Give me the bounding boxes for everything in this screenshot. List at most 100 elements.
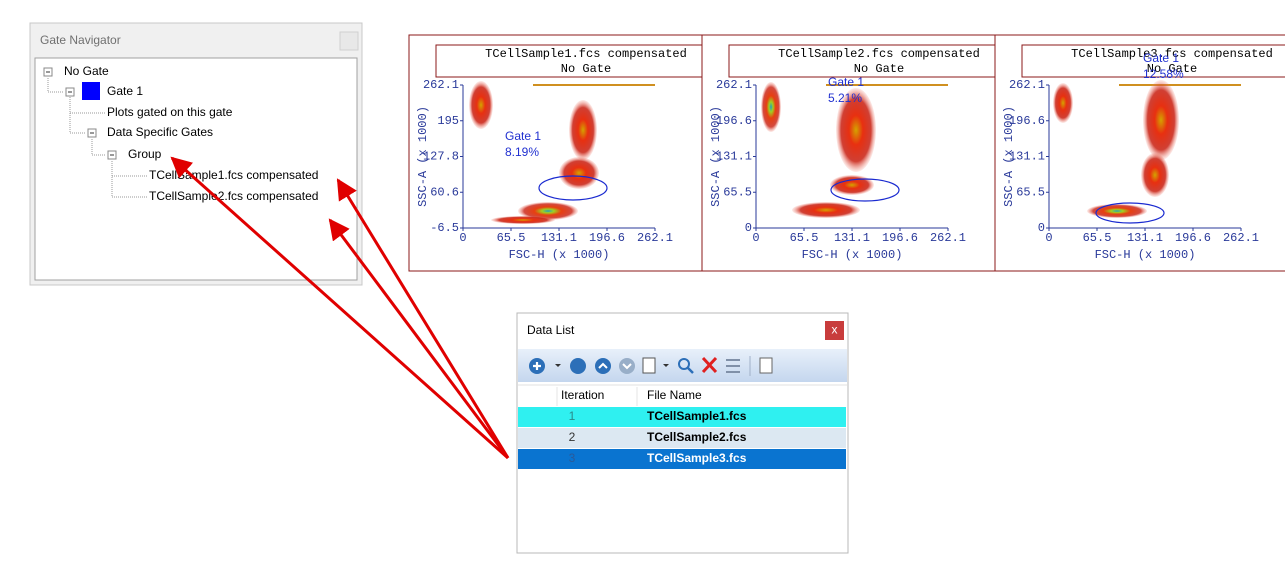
y-axis-label: SSC-A (x 1000) <box>1002 106 1016 207</box>
plot-title: TCellSample3.fcs compensated <box>1071 47 1273 61</box>
row[interactable] <box>518 449 846 469</box>
arrow <box>336 178 510 459</box>
x-tick-label: 131.1 <box>1127 231 1163 245</box>
density <box>491 216 555 224</box>
file-name: TCellSample1.fcs <box>647 409 747 423</box>
close-label[interactable]: x <box>832 323 838 337</box>
x-tick-label: 0 <box>752 231 759 245</box>
x-tick-label: 262.1 <box>637 231 673 245</box>
close-button[interactable] <box>825 321 844 340</box>
x-tick-label: 131.1 <box>541 231 577 245</box>
tree-label[interactable]: TCellSample2.fcs compensated <box>149 189 318 203</box>
gate-percent: 5.21% <box>828 91 862 105</box>
file-name: TCellSample2.fcs <box>647 430 747 444</box>
row[interactable] <box>518 407 846 427</box>
y-tick-label: 60.6 <box>430 185 459 199</box>
plot-title: TCellSample2.fcs compensated <box>778 47 980 61</box>
gate[interactable] <box>830 178 900 202</box>
iteration: 3 <box>569 451 576 465</box>
down-glyph <box>622 363 632 370</box>
gate[interactable] <box>1095 202 1165 224</box>
delete-icon[interactable] <box>701 356 718 374</box>
density <box>1143 80 1179 160</box>
gate-percent: 12.58% <box>1143 67 1184 81</box>
gate-color <box>82 82 100 100</box>
toolbar <box>518 349 847 382</box>
column-header[interactable]: Iteration <box>561 388 604 402</box>
tree-label[interactable]: No Gate <box>64 64 109 78</box>
x-axis-label: FSC-H (x 1000) <box>509 248 610 262</box>
plot-subtitle: No Gate <box>1147 62 1197 76</box>
density <box>830 175 874 195</box>
close-button[interactable] <box>339 31 359 51</box>
copy-icon[interactable] <box>642 357 656 374</box>
y-tick-label: 195 <box>437 114 459 128</box>
x-tick-label: 196.6 <box>589 231 625 245</box>
y-tick-label: 127.8 <box>423 150 459 164</box>
tree-label[interactable]: Gate 1 <box>107 84 143 98</box>
y-tick-label: 0 <box>1038 221 1045 235</box>
tree-label[interactable]: TCellSample1.fcs compensated <box>149 168 318 182</box>
row[interactable] <box>518 428 846 448</box>
x-tick-label: 0 <box>1045 231 1052 245</box>
density <box>569 100 597 160</box>
title-box <box>435 44 737 78</box>
settings-icon[interactable] <box>570 358 586 374</box>
gate-percent: 8.19% <box>505 145 539 159</box>
tree-label[interactable]: Data Specific Gates <box>107 125 213 139</box>
y-tick-label: -6.5 <box>430 221 459 235</box>
x-tick-label: 262.1 <box>930 231 966 245</box>
add-glyph <box>533 362 541 370</box>
up-icon[interactable] <box>595 358 611 374</box>
file-name: TCellSample3.fcs <box>647 451 747 465</box>
x-tick-label: 0 <box>459 231 466 245</box>
y-tick-label: 196.6 <box>1009 114 1045 128</box>
panel-title: Gate Navigator <box>40 33 121 47</box>
density <box>559 157 599 189</box>
y-axis-label: SSC-A (x 1000) <box>416 106 430 207</box>
list-icon[interactable] <box>726 359 740 373</box>
density <box>469 81 493 129</box>
doc-icon[interactable] <box>759 357 773 374</box>
rows: 1 TCellSample1.fcs 2 TCellSample2.fcs 3 TCell… <box>518 407 846 469</box>
iteration: 1 <box>569 409 576 423</box>
dropdown[interactable] <box>663 364 669 367</box>
column-header[interactable]: File Name <box>647 388 702 402</box>
density <box>792 202 860 218</box>
arrow <box>170 156 509 460</box>
density <box>1141 153 1169 197</box>
x-axis-label: FSC-H (x 1000) <box>802 248 903 262</box>
x-tick-label: 65.5 <box>790 231 819 245</box>
y-tick-label: 65.5 <box>1016 185 1045 199</box>
gate-label: Gate 1 <box>505 129 541 143</box>
gate-navigator: Gate Navigator <box>29 22 363 286</box>
panel-title: Data List <box>527 323 575 337</box>
down-icon[interactable] <box>619 358 635 374</box>
y-tick-label: 131.1 <box>1009 150 1045 164</box>
tree-label[interactable]: Group <box>128 147 162 161</box>
tree: No Gate Gate 1 Plots gated on this gate Dat… <box>43 64 318 203</box>
arrow <box>328 218 510 459</box>
y-tick-label: 262.1 <box>716 78 752 92</box>
density <box>761 82 781 132</box>
gate[interactable] <box>538 175 608 201</box>
plot-title: TCellSample1.fcs compensated <box>485 47 687 61</box>
title-box <box>1021 44 1285 78</box>
y-tick-label: 196.6 <box>716 114 752 128</box>
dropdown[interactable] <box>555 364 561 367</box>
title-box <box>728 44 1030 78</box>
y-tick-label: 262.1 <box>1009 78 1045 92</box>
y-tick-label: 262.1 <box>423 78 459 92</box>
search-icon[interactable] <box>678 358 690 370</box>
tree-label[interactable]: Plots gated on this gate <box>107 105 233 119</box>
x-tick-label: 65.5 <box>497 231 526 245</box>
y-tick-label: 131.1 <box>716 150 752 164</box>
x-tick-label: 196.6 <box>882 231 918 245</box>
plot-subtitle: No Gate <box>854 62 904 76</box>
x-tick-label: 262.1 <box>1223 231 1259 245</box>
annotation-arrows <box>170 156 510 460</box>
iteration: 2 <box>569 430 576 444</box>
x-tick-label: 131.1 <box>834 231 870 245</box>
title-bar <box>518 314 847 349</box>
